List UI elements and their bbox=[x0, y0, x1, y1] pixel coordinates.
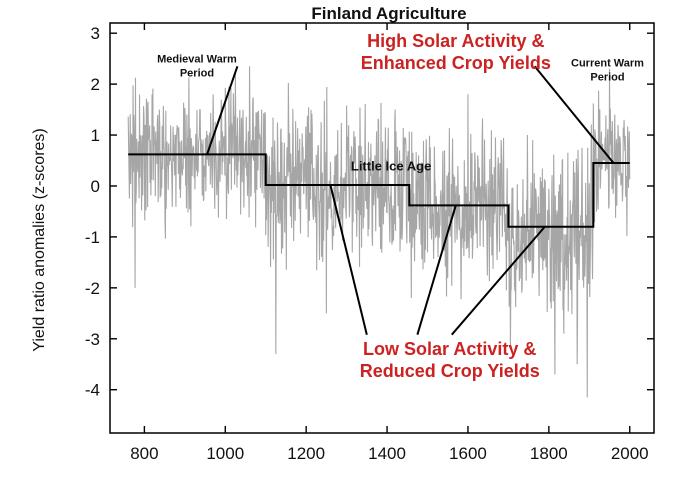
x-tick-label-1000: 1000 bbox=[206, 444, 244, 463]
x-tick-label-800: 800 bbox=[130, 444, 158, 463]
y-tick-label--4: -4 bbox=[85, 381, 100, 400]
annotation-pointer-4 bbox=[416, 205, 457, 335]
y-tick-label-2: 2 bbox=[91, 75, 100, 94]
series-layer bbox=[127, 66, 631, 398]
annotation-pointer-5 bbox=[451, 226, 546, 336]
y-axis-label: Yield ratio anomalies (z-scores) bbox=[31, 128, 48, 351]
period-mean-step-line bbox=[128, 153, 630, 228]
x-tick-label-2000: 2000 bbox=[611, 444, 649, 463]
plot-frame bbox=[109, 22, 655, 434]
tick-layer: 800 1000 1200 1400 1600 1800 2000 3 2 1 0 -1 -2 -3 -4 bbox=[85, 23, 654, 463]
annotation-4-line-1: High Solar Activity & bbox=[367, 31, 544, 51]
y-tick-label--1: -1 bbox=[85, 228, 100, 247]
annotation-5-line-2: Reduced Crop Yields bbox=[360, 361, 540, 381]
x-tick-label-1800: 1800 bbox=[530, 444, 568, 463]
annotation-2-line-1: Current Warm bbox=[571, 57, 644, 69]
annotation-3-line-1: Little Ice Age bbox=[351, 159, 431, 174]
y-tick-label-3: 3 bbox=[91, 24, 100, 43]
y-tick-label-0: 0 bbox=[91, 177, 100, 196]
x-tick-label-1600: 1600 bbox=[449, 444, 487, 463]
chart-title: Finland Agriculture bbox=[311, 4, 466, 23]
annotation-pointer-3 bbox=[329, 184, 368, 335]
annotation-4-line-2: Enhanced Crop Yields bbox=[361, 53, 551, 73]
annual-anomaly-series bbox=[127, 66, 631, 398]
annotation-pointer-2 bbox=[533, 65, 615, 164]
annotation-1-line-2: Period bbox=[180, 68, 214, 80]
y-tick-label--3: -3 bbox=[85, 330, 100, 349]
annotation-1-line-1: Medieval Warm bbox=[157, 54, 237, 66]
y-tick-label-1: 1 bbox=[91, 126, 100, 145]
annotation-5-line-1: Low Solar Activity & bbox=[363, 339, 536, 359]
y-tick-label--2: -2 bbox=[85, 279, 100, 298]
annotation-layer: Medieval Warm Period Current Warm Period Lit… bbox=[157, 31, 644, 381]
annotation-pointer-1 bbox=[206, 65, 239, 155]
annotation-2-line-2: Period bbox=[590, 71, 624, 83]
x-tick-label-1200: 1200 bbox=[287, 444, 325, 463]
x-tick-label-1400: 1400 bbox=[368, 444, 406, 463]
